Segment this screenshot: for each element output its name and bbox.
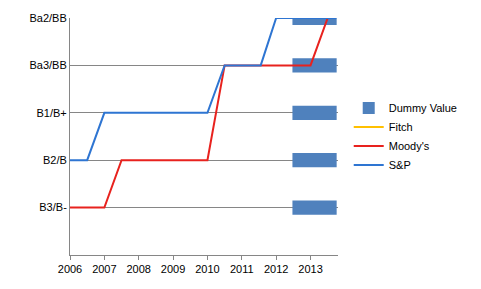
svg-text:B3/B-: B3/B- [39,201,67,213]
svg-text:Moody's: Moody's [389,140,430,152]
svg-text:B2/B: B2/B [43,154,67,166]
svg-text:2007: 2007 [92,263,116,275]
svg-text:Ba3/BB: Ba3/BB [29,59,66,71]
svg-text:Dummy Value: Dummy Value [389,102,457,114]
svg-text:Fitch: Fitch [389,121,413,133]
svg-text:2006: 2006 [58,263,82,275]
svg-text:2011: 2011 [230,263,254,275]
svg-text:2009: 2009 [161,263,185,275]
svg-text:2008: 2008 [126,263,150,275]
svg-text:2012: 2012 [264,263,288,275]
svg-text:2010: 2010 [195,263,219,275]
svg-text:2013: 2013 [298,263,322,275]
svg-text:S&P: S&P [389,159,411,171]
svg-text:Ba2/BB: Ba2/BB [29,12,66,24]
svg-text:B1/B+: B1/B+ [37,107,67,119]
